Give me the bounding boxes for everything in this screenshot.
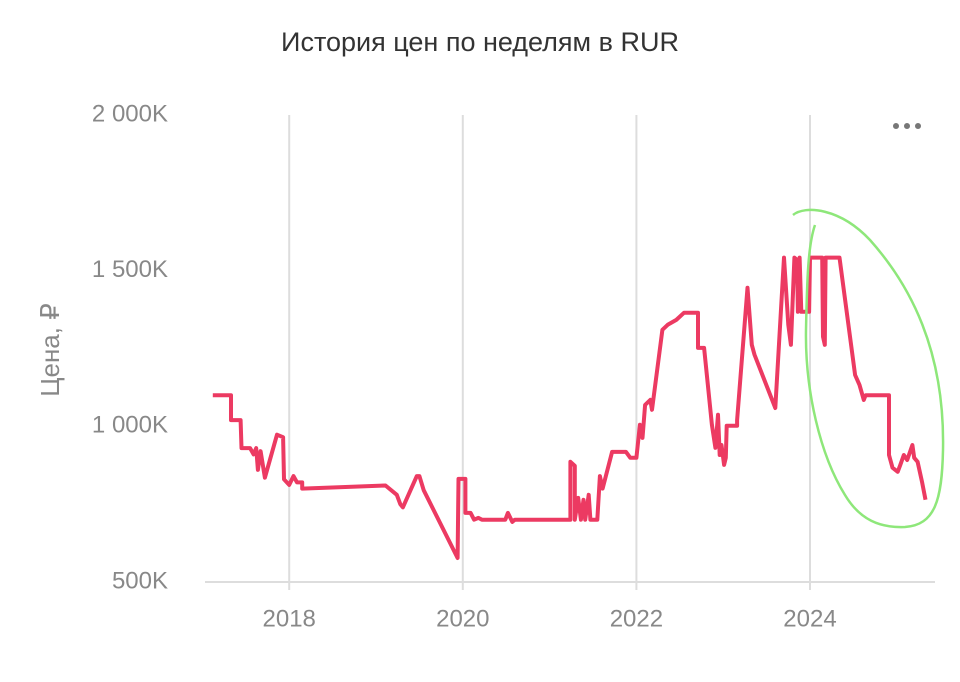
y-tick-label: 1 500K xyxy=(92,256,168,283)
y-tick-label: 1 000K xyxy=(92,412,168,439)
y-tick-label: 2 000K xyxy=(92,100,168,127)
price-line xyxy=(212,255,928,560)
menu-dot[interactable] xyxy=(893,123,899,129)
x-tick-label: 2024 xyxy=(783,605,836,632)
y-tick-label: 500K xyxy=(112,567,168,594)
hand-drawn-circle xyxy=(792,208,945,529)
chart-title: История цен по неделям в RUR xyxy=(281,27,679,57)
x-tick-label: 2022 xyxy=(610,605,663,632)
y-axis-label: Цена, ₽ xyxy=(35,303,65,397)
menu-dot[interactable] xyxy=(915,123,921,129)
menu-button[interactable] xyxy=(893,123,921,129)
x-tick-label: 2018 xyxy=(263,605,316,632)
menu-dot[interactable] xyxy=(904,123,910,129)
x-tick-label: 2020 xyxy=(436,605,489,632)
